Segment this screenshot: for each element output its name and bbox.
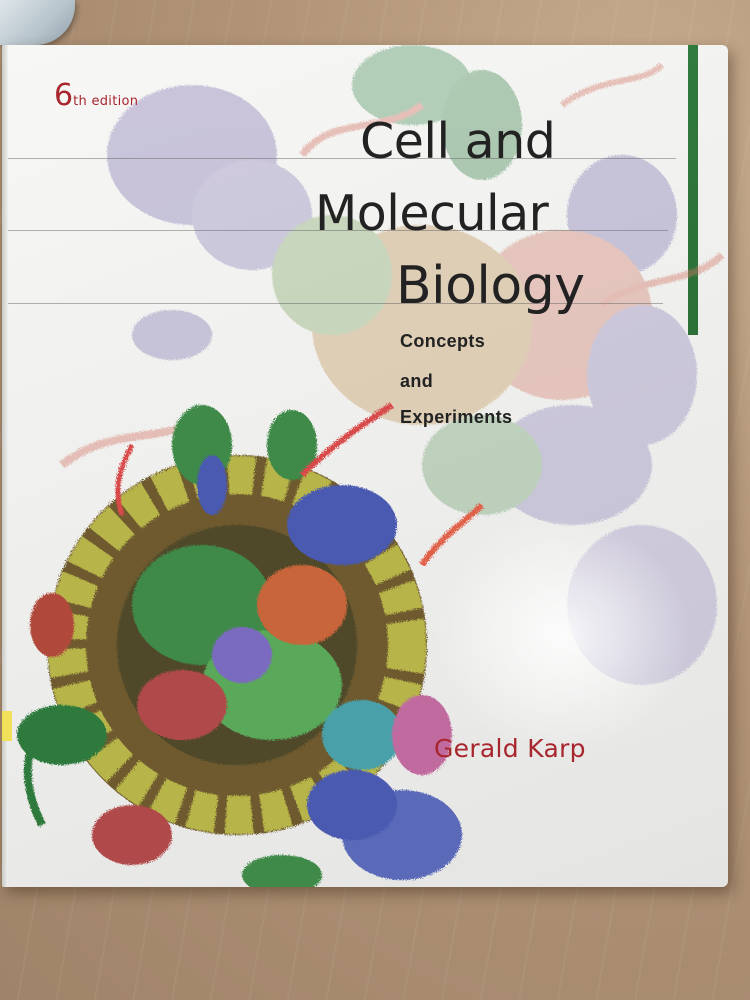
title-line-1: Cell and xyxy=(360,113,556,170)
author-name: Gerald Karp xyxy=(434,734,586,763)
edition-suffix: th edition xyxy=(73,94,139,109)
yellow-sticker xyxy=(2,711,12,741)
subtitle-line-2: and xyxy=(400,371,434,391)
foreground-molecule xyxy=(17,402,485,887)
cover-rule-1 xyxy=(8,158,676,159)
edition-label: 6th edition xyxy=(54,78,138,113)
light-glare xyxy=(432,515,692,755)
green-spine-edge xyxy=(688,45,698,335)
book-cover: 6th edition Cell and Molecular Biology C… xyxy=(2,45,728,887)
title-line-3: Biology xyxy=(396,256,585,316)
subtitle-line-1: Concepts xyxy=(400,331,486,351)
cover-left-edge xyxy=(2,45,8,887)
molecular-illustration xyxy=(17,45,725,887)
title-line-2: Molecular xyxy=(315,185,549,242)
cover-rule-2 xyxy=(8,230,668,231)
subtitle-line-3: Experiments xyxy=(400,407,513,427)
edition-number: 6 xyxy=(54,78,74,113)
cover-rule-3 xyxy=(8,303,663,304)
